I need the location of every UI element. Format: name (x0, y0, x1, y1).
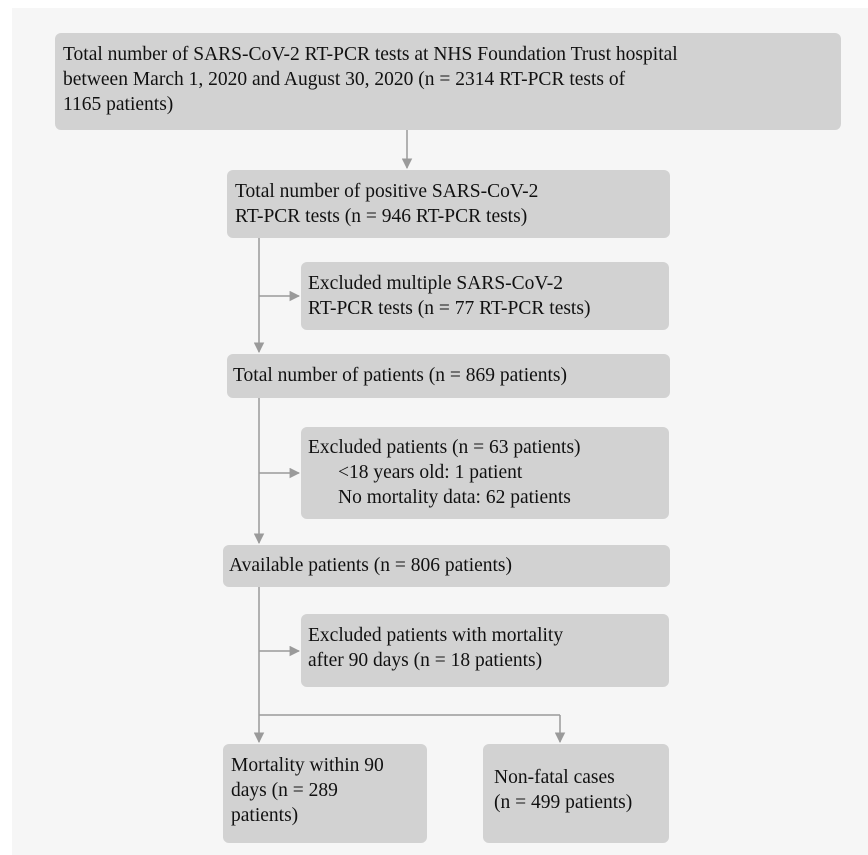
excluded-mortality-line-2: after 90 days (n = 18 patients) (308, 650, 543, 671)
excluded-patients-box: Excluded patients (n = 63 patients) <18 … (301, 427, 669, 519)
mortality-90-line-3: patients) (231, 805, 299, 826)
total-tests-line-3: 1165 patients) (63, 94, 174, 115)
total-tests-line-2: between March 1, 2020 and August 30, 202… (63, 69, 626, 90)
total-patients-line: Total number of patients (n = 869 patien… (233, 365, 568, 386)
non-fatal-box: Non-fatal cases (n = 499 patients) (483, 744, 669, 843)
total-patients-box: Total number of patients (n = 869 patien… (227, 354, 670, 398)
total-tests-box: Total number of SARS-CoV-2 RT-PCR tests … (55, 33, 841, 130)
mortality-90-line-1: Mortality within 90 (231, 755, 384, 776)
non-fatal-line-1: Non-fatal cases (494, 767, 615, 788)
positive-tests-box: Total number of positive SARS-CoV-2 RT-P… (227, 170, 670, 238)
excluded-mortality-line-1: Excluded patients with mortality (308, 625, 564, 646)
excluded-patients-heading: Excluded patients (n = 63 patients) (308, 437, 581, 458)
excluded-under-18: <18 years old: 1 patient (338, 462, 523, 483)
excluded-multiple-box: Excluded multiple SARS-CoV-2 RT-PCR test… (301, 262, 669, 330)
positive-tests-line-2: RT-PCR tests (n = 946 RT-PCR tests) (235, 206, 528, 227)
available-patients-box: Available patients (n = 806 patients) (223, 545, 670, 587)
excluded-multiple-line-2: RT-PCR tests (n = 77 RT-PCR tests) (308, 298, 591, 319)
excluded-mortality-box: Excluded patients with mortality after 9… (301, 614, 669, 687)
mortality-90-box: Mortality within 90 days (n = 289 patien… (223, 744, 427, 843)
non-fatal-line-2: (n = 499 patients) (494, 792, 633, 813)
excluded-no-mortality-data: No mortality data: 62 patients (338, 487, 571, 508)
positive-tests-line-1: Total number of positive SARS-CoV-2 (235, 181, 539, 202)
mortality-90-line-2: days (n = 289 (231, 780, 338, 801)
available-patients-line: Available patients (n = 806 patients) (229, 555, 513, 576)
total-tests-line-1: Total number of SARS-CoV-2 RT-PCR tests … (63, 44, 678, 65)
excluded-multiple-line-1: Excluded multiple SARS-CoV-2 (308, 273, 563, 294)
